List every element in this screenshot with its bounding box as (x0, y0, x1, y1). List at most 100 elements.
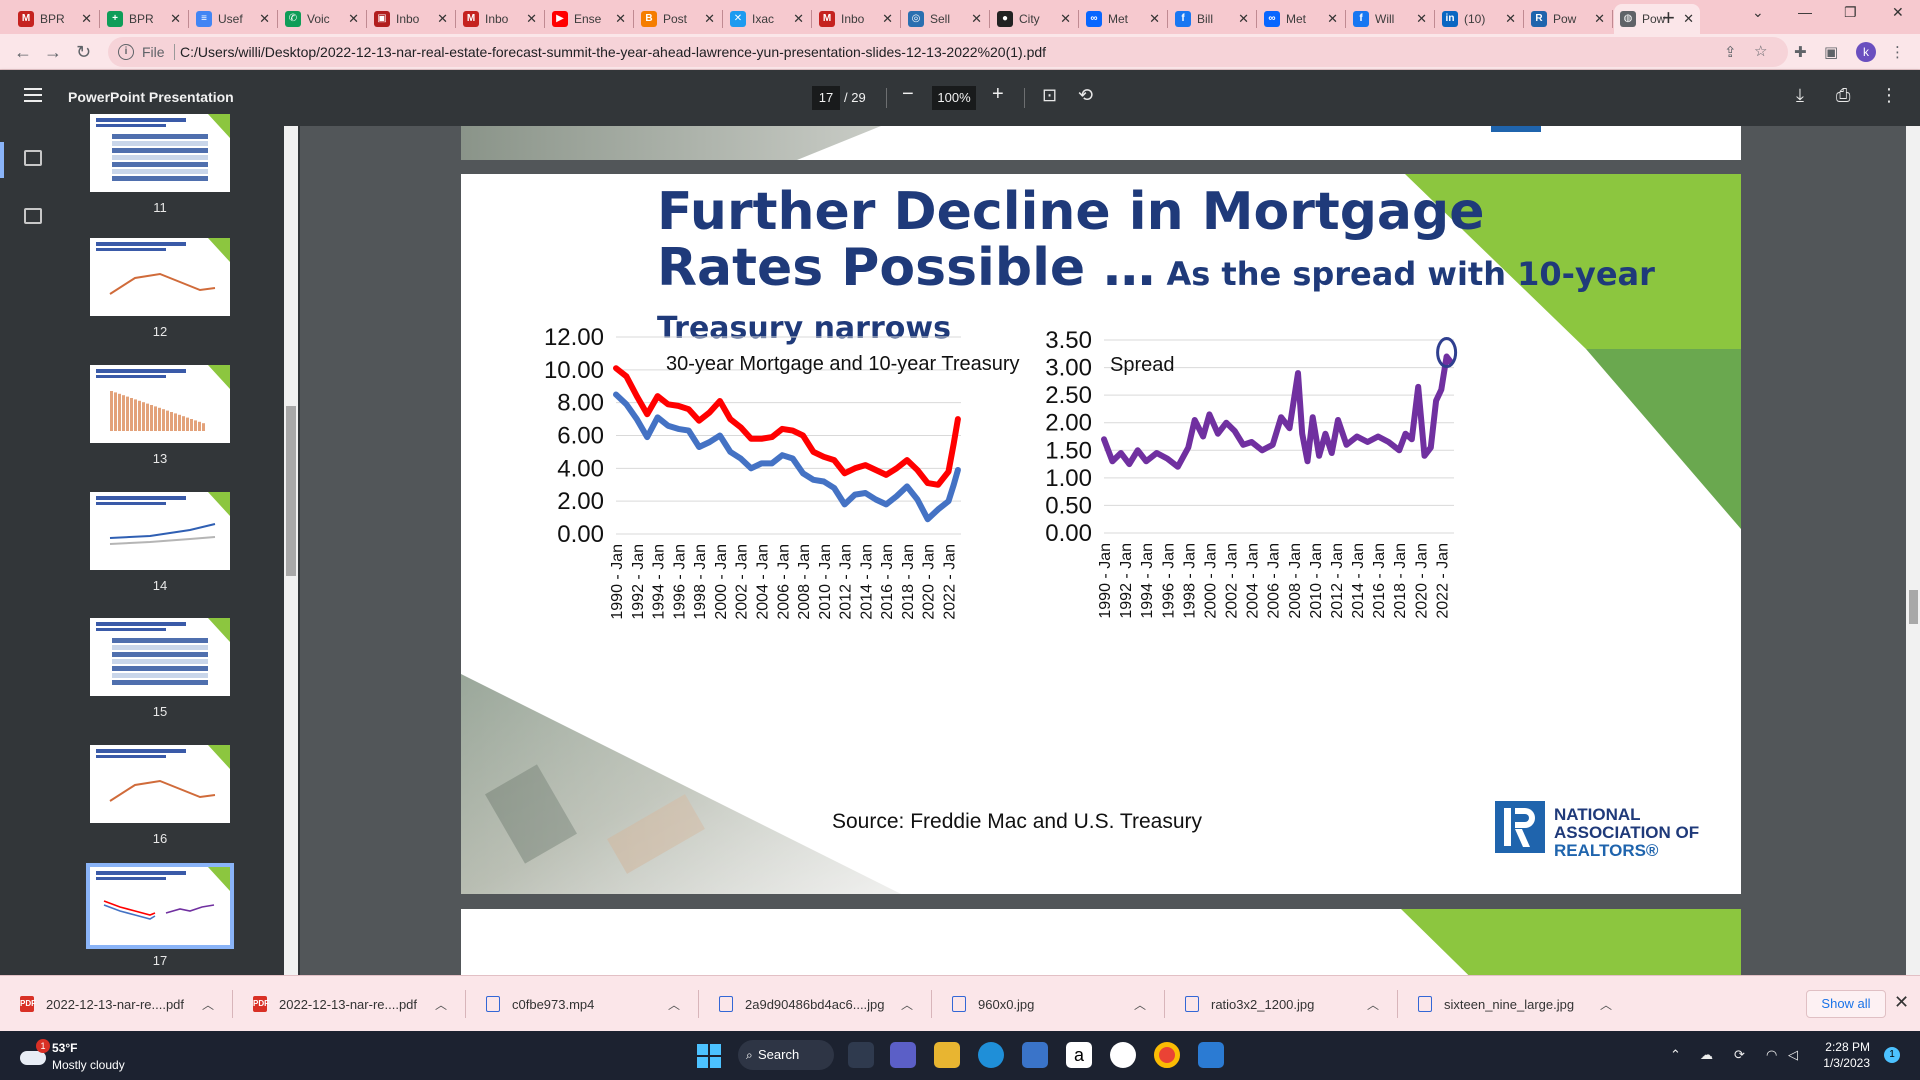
download-item[interactable]: PDF 2022-12-13-nar-re....pdf ︿ (0, 976, 232, 1032)
close-tab-icon[interactable]: ✕ (793, 11, 804, 26)
document-viewer[interactable]: Further Decline in Mortgage Rates Possib… (300, 126, 1920, 975)
print-icon[interactable]: ⎙ (1836, 85, 1851, 105)
info-icon[interactable]: i (118, 44, 134, 60)
browser-tab[interactable]: f Will ✕ (1347, 4, 1433, 34)
chevron-up-icon[interactable]: ︿ (435, 997, 448, 1012)
weather-temperature[interactable]: 53°F (52, 1041, 78, 1055)
side-panel-icon[interactable]: ▣ (1824, 44, 1839, 61)
browser-tab[interactable]: M BPR ✕ (12, 4, 98, 34)
close-tab-icon[interactable]: ✕ (437, 11, 448, 26)
browser-tab[interactable]: + BPR ✕ (101, 4, 187, 34)
download-item[interactable]: 2a9d90486bd4ac6....jpg ︿ (699, 976, 931, 1032)
fit-to-page-icon[interactable]: ⊡ (1042, 85, 1058, 105)
tab-search-icon[interactable]: ⌄ (1752, 4, 1764, 20)
close-tab-icon[interactable]: ✕ (1683, 11, 1694, 26)
file-explorer-icon[interactable] (934, 1042, 960, 1068)
close-tab-icon[interactable]: ✕ (170, 11, 181, 26)
browser-tab[interactable]: in (10) ✕ (1436, 4, 1522, 34)
page-thumbnail[interactable] (90, 492, 230, 570)
page-thumbnail[interactable] (90, 365, 230, 443)
chevron-up-icon[interactable]: ︿ (1134, 997, 1147, 1012)
browser-tab[interactable]: ◎ Sell ✕ (902, 4, 988, 34)
restore-icon[interactable]: ❐ (1844, 4, 1857, 20)
task-view-icon[interactable] (848, 1042, 874, 1068)
chrome-icon[interactable] (1154, 1042, 1180, 1068)
browser-tab[interactable]: M Inbo ✕ (813, 4, 899, 34)
browser-tab[interactable]: ✆ Voic ✕ (279, 4, 365, 34)
page-thumbnail[interactable] (90, 114, 230, 192)
sidebar-scrollbar[interactable] (284, 126, 298, 975)
forward-icon[interactable]: → (44, 42, 62, 62)
minimize-icon[interactable]: — (1798, 4, 1812, 20)
share-icon[interactable]: ⇪ (1724, 44, 1737, 61)
scrollbar-thumb[interactable] (1909, 590, 1918, 624)
close-tab-icon[interactable]: ✕ (1416, 11, 1427, 26)
browser-tab[interactable]: M Inbo ✕ (457, 4, 543, 34)
close-tab-icon[interactable]: ✕ (526, 11, 537, 26)
teams-chat-icon[interactable] (890, 1042, 916, 1068)
chevron-up-icon[interactable]: ︿ (668, 997, 681, 1012)
browser-tab[interactable]: B Post ✕ (635, 4, 721, 34)
page-thumbnail[interactable] (90, 618, 230, 696)
download-item[interactable]: 960x0.jpg ︿ (932, 976, 1164, 1032)
browser-tab[interactable]: ∞ Met ✕ (1080, 4, 1166, 34)
chevron-up-icon[interactable]: ︿ (1600, 997, 1613, 1012)
kebab-menu-icon[interactable]: ⋮ (1890, 44, 1905, 61)
scrollbar-thumb[interactable] (286, 406, 296, 576)
url-text[interactable]: C:/Users/willi/Desktop/2022-12-13-nar-re… (180, 44, 1047, 60)
thumbnails-view-icon[interactable] (24, 150, 42, 166)
store-icon[interactable] (1022, 1042, 1048, 1068)
edge-icon[interactable] (978, 1042, 1004, 1068)
close-tab-icon[interactable]: ✕ (348, 11, 359, 26)
address-bar[interactable]: i File C:/Users/willi/Desktop/2022-12-13… (108, 37, 1788, 67)
amazon-icon[interactable]: a (1066, 1042, 1092, 1068)
zoom-in-icon[interactable]: + (992, 83, 1004, 105)
profile-avatar[interactable]: k (1856, 42, 1876, 62)
sync-icon[interactable]: ⟳ (1734, 1047, 1745, 1062)
download-item[interactable]: c0fbe973.mp4 ︿ (466, 976, 698, 1032)
close-window-icon[interactable]: ✕ (1892, 4, 1904, 20)
weather-description[interactable]: Mostly cloudy (52, 1058, 125, 1072)
sidebar-menu-icon[interactable] (24, 88, 42, 102)
page-thumbnail[interactable] (90, 238, 230, 316)
weather-widget[interactable]: 1 (18, 1039, 50, 1069)
viewer-scrollbar[interactable] (1906, 126, 1920, 975)
chevron-up-icon[interactable]: ︿ (1367, 997, 1380, 1012)
close-tab-icon[interactable]: ✕ (1060, 11, 1071, 26)
rotate-icon[interactable]: ⟲ (1078, 85, 1094, 105)
close-tab-icon[interactable]: ✕ (1149, 11, 1160, 26)
onedrive-icon[interactable]: ☁ (1700, 1047, 1713, 1062)
close-tab-icon[interactable]: ✕ (704, 11, 715, 26)
close-tab-icon[interactable]: ✕ (259, 11, 270, 26)
close-tab-icon[interactable]: ✕ (615, 11, 626, 26)
browser-tab[interactable]: f Bill ✕ (1169, 4, 1255, 34)
browser-tab[interactable]: ∞ Met ✕ (1258, 4, 1344, 34)
browser-tab[interactable]: ▶ Ense ✕ (546, 4, 632, 34)
download-item[interactable]: PDF 2022-12-13-nar-re....pdf ︿ (233, 976, 465, 1032)
browser-tab[interactable]: R Pow ✕ (1525, 4, 1611, 34)
chevron-up-icon[interactable]: ︿ (202, 997, 215, 1012)
close-tab-icon[interactable]: ✕ (81, 11, 92, 26)
close-shelf-icon[interactable]: ✕ (1894, 992, 1910, 1012)
bookmark-star-icon[interactable]: ☆ (1754, 43, 1768, 60)
browser-tab[interactable]: ◍ Pow ✕ (1614, 4, 1700, 34)
chevron-up-icon[interactable]: ︿ (901, 997, 914, 1012)
outline-view-icon[interactable] (24, 208, 42, 224)
tray-chevron-icon[interactable]: ⌃ (1670, 1047, 1681, 1062)
close-tab-icon[interactable]: ✕ (971, 11, 982, 26)
zoom-out-icon[interactable]: − (902, 83, 914, 105)
browser-tab[interactable]: ≡ Usef ✕ (190, 4, 276, 34)
close-tab-icon[interactable]: ✕ (1238, 11, 1249, 26)
app-icon[interactable] (1110, 1042, 1136, 1068)
volume-icon[interactable]: ◁ (1788, 1047, 1798, 1062)
app-icon[interactable] (1198, 1042, 1224, 1068)
zoom-level-input[interactable]: 100% (932, 86, 976, 110)
download-icon[interactable]: ⤓ (1796, 85, 1804, 105)
browser-tab[interactable]: ✕ Ixac ✕ (724, 4, 810, 34)
close-tab-icon[interactable]: ✕ (1327, 11, 1338, 26)
close-tab-icon[interactable]: ✕ (882, 11, 893, 26)
reload-icon[interactable]: ↻ (76, 42, 92, 62)
wifi-icon[interactable]: ◠ (1766, 1047, 1778, 1062)
page-thumbnail[interactable] (86, 863, 234, 949)
close-tab-icon[interactable]: ✕ (1594, 11, 1605, 26)
